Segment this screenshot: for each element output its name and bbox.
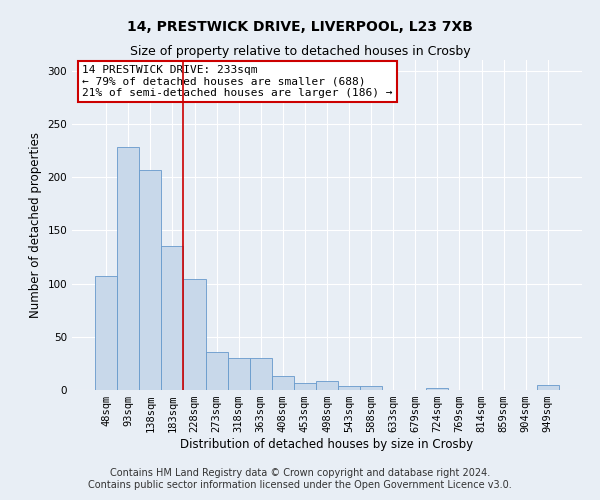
Bar — [184, 280, 206, 390]
Bar — [206, 352, 227, 390]
X-axis label: Distribution of detached houses by size in Crosby: Distribution of detached houses by size … — [181, 438, 473, 451]
Bar — [95, 276, 117, 390]
Y-axis label: Number of detached properties: Number of detached properties — [29, 132, 42, 318]
Bar — [272, 376, 294, 390]
Bar — [161, 246, 184, 390]
Bar — [427, 388, 448, 390]
Bar — [338, 386, 360, 390]
Bar — [360, 386, 382, 390]
Text: 14 PRESTWICK DRIVE: 233sqm
← 79% of detached houses are smaller (688)
21% of sem: 14 PRESTWICK DRIVE: 233sqm ← 79% of deta… — [82, 65, 392, 98]
Bar — [227, 358, 250, 390]
Bar — [117, 148, 139, 390]
Text: Contains HM Land Registry data © Crown copyright and database right 2024.
Contai: Contains HM Land Registry data © Crown c… — [88, 468, 512, 490]
Bar — [537, 384, 559, 390]
Bar — [316, 382, 338, 390]
Bar — [250, 358, 272, 390]
Bar — [139, 170, 161, 390]
Bar — [294, 382, 316, 390]
Text: 14, PRESTWICK DRIVE, LIVERPOOL, L23 7XB: 14, PRESTWICK DRIVE, LIVERPOOL, L23 7XB — [127, 20, 473, 34]
Text: Size of property relative to detached houses in Crosby: Size of property relative to detached ho… — [130, 45, 470, 58]
